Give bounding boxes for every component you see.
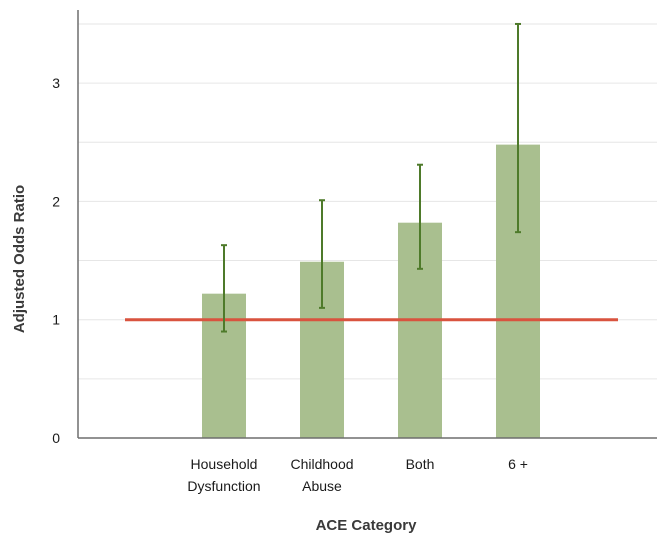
x-tick-label: Both	[406, 456, 435, 472]
bars	[202, 144, 540, 438]
x-tick-label: Childhood	[290, 456, 353, 472]
x-tick-label: Abuse	[302, 478, 342, 494]
x-tick-label: 6 +	[508, 456, 528, 472]
y-tick-label: 3	[52, 75, 60, 91]
x-tick-label: Household	[191, 456, 258, 472]
axes	[77, 10, 657, 439]
y-tick-label: 0	[52, 430, 60, 446]
y-tick-labels: 0 1 2 3	[52, 75, 60, 446]
x-tick-label: Dysfunction	[187, 478, 260, 494]
x-axis-title: ACE Category	[316, 517, 418, 534]
y-tick-label: 2	[52, 193, 60, 209]
y-axis-title: Adjusted Odds Ratio	[11, 185, 28, 333]
error-bars	[221, 22, 521, 333]
y-tick-label: 1	[52, 312, 60, 328]
gridlines	[78, 23, 657, 380]
x-tick-labels: Household Dysfunction Childhood Abuse Both 6 …	[187, 456, 528, 494]
